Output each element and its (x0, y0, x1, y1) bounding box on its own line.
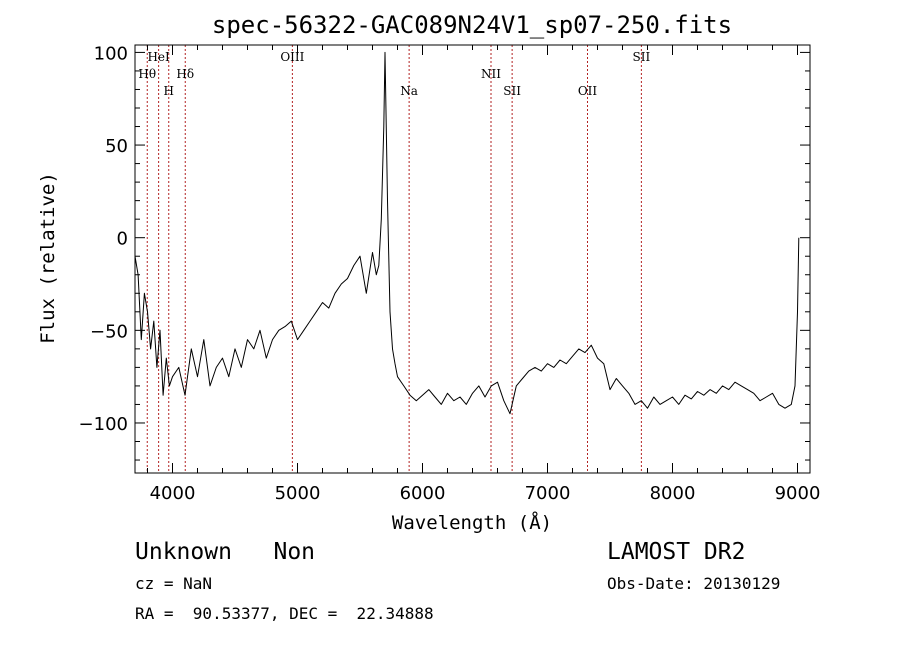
y-tick-label: 100 (94, 43, 128, 64)
series-layer (134, 51, 800, 415)
spectral-line-label: Hδ (176, 67, 194, 81)
spectral-line-label: H (164, 84, 174, 98)
spectral-line-label: Na (400, 84, 418, 98)
spectral-line-label: NII (481, 67, 501, 81)
x-axis: 4000 5000 6000 7000 8000 9000 (147, 45, 821, 504)
redshift-label: cz = NaN (135, 574, 213, 593)
spectral-line-label: HeI (147, 50, 170, 64)
x-tick-label: 7000 (525, 483, 571, 504)
object-class-label: Unknown Non (135, 539, 316, 565)
x-tick-label: 5000 (275, 483, 321, 504)
x-tick-label: 4000 (150, 483, 196, 504)
survey-label: LAMOST DR2 (607, 539, 746, 565)
x-tick-label: 9000 (775, 483, 821, 504)
y-axis-label: Flux (relative) (37, 172, 59, 344)
y-axis: −100 −50 0 50 100 (79, 43, 810, 461)
y-tick-label: −50 (90, 321, 128, 342)
spectral-line-label: Hθ (138, 67, 156, 81)
spectral-line-label: OIII (280, 50, 304, 64)
spectral-line-label: OII (578, 84, 598, 98)
x-axis-label: Wavelength (Å) (392, 511, 552, 534)
x-tick-label: 6000 (400, 483, 446, 504)
coordinates-label: RA = 90.53377, DEC = 22.34888 (135, 604, 434, 623)
spectral-line-label: SII (503, 84, 521, 98)
spectral-line-label: SII (633, 50, 651, 64)
y-tick-label: −100 (79, 414, 128, 435)
x-tick-label: 8000 (650, 483, 696, 504)
spectrum-series-line (134, 51, 800, 415)
plot-frame (134, 44, 811, 474)
y-tick-label: 0 (117, 229, 128, 250)
chart-title: spec-56322-GAC089N24V1_sp07-250.fits (212, 11, 732, 39)
y-tick-label: 50 (105, 136, 128, 157)
obs-date-label: Obs-Date: 20130129 (607, 574, 781, 593)
